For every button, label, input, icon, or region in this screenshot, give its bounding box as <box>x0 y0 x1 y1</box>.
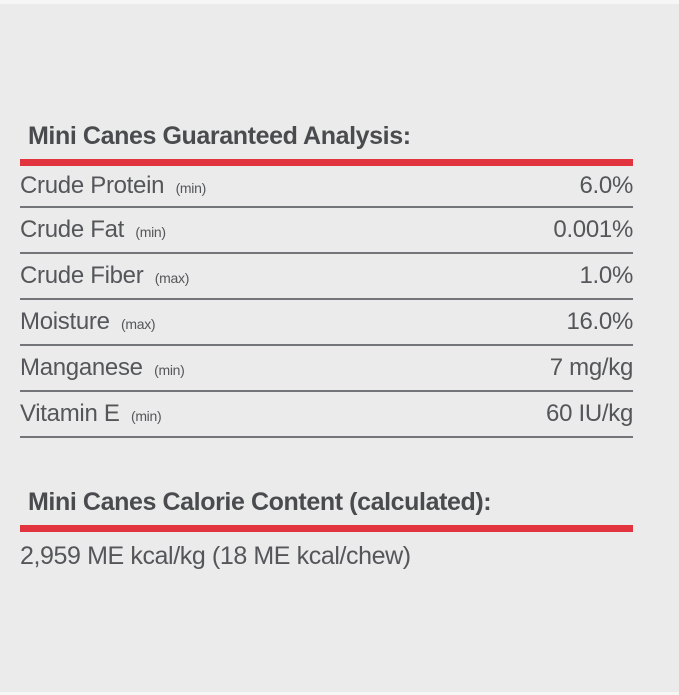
nutrient-label: Crude Fat (min) <box>20 216 166 244</box>
analysis-row: Manganese (min) 7 mg/kg <box>20 346 633 392</box>
calorie-content-value: 2,959 ME kcal/kg (18 ME kcal/chew) <box>20 542 411 570</box>
nutrient-name: Moisture <box>20 308 110 335</box>
nutrient-value: 1.0% <box>579 262 633 289</box>
analysis-row: Crude Fiber (max) 1.0% <box>20 254 633 300</box>
nutrition-label: Mini Canes Guaranteed Analysis: Crude Pr… <box>20 0 633 571</box>
analysis-row: Crude Fat (min) 0.001% <box>20 208 633 254</box>
nutrient-value: 60 IU/kg <box>546 400 633 427</box>
guaranteed-analysis-title: Mini Canes Guaranteed Analysis: <box>28 122 411 150</box>
nutrient-label: Crude Fiber (max) <box>20 262 189 290</box>
guaranteed-analysis-table: Crude Protein (min) 6.0% Crude Fat (min)… <box>20 166 633 438</box>
analysis-row: Vitamin E (min) 60 IU/kg <box>20 392 633 438</box>
nutrient-label: Moisture (max) <box>20 308 156 336</box>
red-divider-bar-top <box>20 159 633 166</box>
analysis-row: Crude Protein (min) 6.0% <box>20 166 633 208</box>
nutrient-name: Manganese <box>20 354 143 381</box>
nutrient-value: 7 mg/kg <box>549 354 634 381</box>
nutrient-label: Vitamin E (min) <box>20 400 162 428</box>
nutrient-qualifier: (max) <box>154 270 190 286</box>
nutrient-qualifier: (min) <box>130 408 162 424</box>
nutrient-value: 0.001% <box>553 216 633 243</box>
nutrient-value: 16.0% <box>566 308 633 335</box>
calorie-content-section: Mini Canes Calorie Content (calculated):… <box>20 488 633 571</box>
nutrient-qualifier: (max) <box>121 316 156 332</box>
guaranteed-analysis-section: Mini Canes Guaranteed Analysis: Crude Pr… <box>20 0 633 438</box>
nutrient-qualifier: (min) <box>135 224 166 240</box>
nutrient-qualifier: (min) <box>154 362 185 378</box>
nutrient-label: Manganese (min) <box>20 354 185 382</box>
label-top-edge <box>0 0 679 4</box>
nutrient-name: Crude Protein <box>20 172 165 199</box>
nutrient-qualifier: (min) <box>175 180 207 196</box>
nutrient-name: Vitamin E <box>20 400 120 427</box>
nutrient-value: 6.0% <box>579 172 633 199</box>
calorie-content-title: Mini Canes Calorie Content (calculated): <box>28 488 492 516</box>
nutrient-name: Crude Fiber <box>20 262 144 289</box>
analysis-row: Moisture (max) 16.0% <box>20 300 633 346</box>
nutrient-name: Crude Fat <box>20 216 125 243</box>
red-divider-bar-bottom <box>20 525 633 532</box>
nutrient-label: Crude Protein (min) <box>20 172 206 200</box>
label-bottom-edge <box>0 692 679 695</box>
